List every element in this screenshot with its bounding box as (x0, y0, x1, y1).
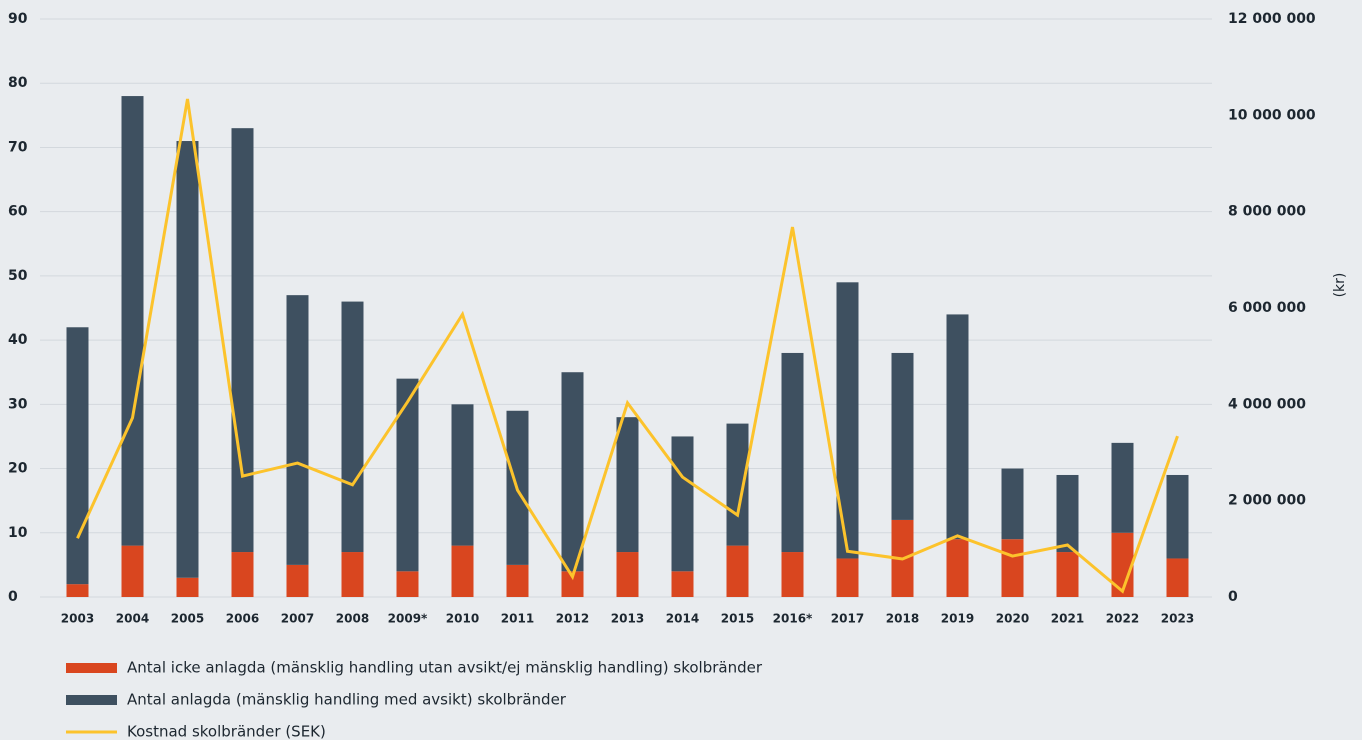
bar-segment (671, 436, 694, 572)
legend-swatch (66, 663, 117, 673)
bar-segment (1166, 558, 1189, 597)
bar-segment (946, 539, 969, 597)
x-tick-label: 2005 (171, 612, 204, 626)
bar-segment (946, 314, 969, 540)
y2-tick-label: 8 000 000 (1228, 204, 1306, 220)
bar-segment (1001, 468, 1024, 540)
y-tick-label: 0 (8, 589, 18, 605)
bar-segment (561, 372, 584, 572)
y2-tick-label: 2 000 000 (1228, 493, 1306, 509)
x-tick-label: 2022 (1106, 612, 1139, 626)
bar-segment (1111, 532, 1134, 597)
x-tick-label: 2013 (611, 612, 644, 626)
bar-segment (671, 571, 694, 597)
x-tick-label: 2018 (886, 612, 919, 626)
bar-segment (836, 558, 859, 597)
x-tick-label: 2010 (446, 612, 479, 626)
x-tick-label: 2003 (61, 612, 94, 626)
y-tick-label: 30 (8, 396, 28, 412)
legend-label: Kostnad skolbränder (SEK) (127, 723, 326, 740)
x-tick-label: 2019 (941, 612, 974, 626)
bar-segment (726, 423, 749, 546)
y2-tick-label: 0 (1228, 589, 1238, 605)
y-tick-label: 70 (8, 139, 28, 155)
line-series (76, 98, 1179, 594)
bar-segment (396, 571, 419, 597)
bar-segment (1001, 539, 1024, 597)
y-tick-label: 10 (8, 525, 28, 541)
y-tick-label: 60 (8, 204, 28, 220)
bar-segment (176, 577, 199, 597)
bar-segment (341, 552, 364, 597)
x-tick-label: 2023 (1161, 612, 1194, 626)
y2-tick-label: 12 000 000 (1228, 11, 1316, 27)
bar-segment (176, 141, 199, 578)
bar-segment (891, 352, 914, 520)
x-tick-label: 2004 (116, 612, 149, 626)
x-tick-label: 2017 (831, 612, 864, 626)
y-tick-label: 40 (8, 332, 28, 348)
bar-segment (561, 571, 584, 597)
bar-segment (781, 552, 804, 597)
bar-segment (231, 552, 254, 597)
x-tick-label: 2016* (773, 612, 813, 626)
x-tick-label: 2007 (281, 612, 314, 626)
y2-tick-label: 6 000 000 (1228, 300, 1306, 316)
y-tick-label: 90 (8, 11, 28, 27)
x-tick-label: 2012 (556, 612, 589, 626)
bar-segment (451, 545, 474, 597)
bar-segment (836, 282, 859, 559)
bar-segment (396, 378, 419, 572)
bar-segment (616, 417, 639, 553)
y2-tick-label: 10 000 000 (1228, 107, 1316, 123)
x-tick-label: 2008 (336, 612, 369, 626)
bar-segment (286, 295, 309, 565)
bar-segment (341, 301, 364, 553)
bar-segment (451, 404, 474, 546)
bar-segment (66, 327, 89, 585)
bar-segment (1111, 442, 1134, 533)
bar-segment (1056, 552, 1079, 597)
bar-segment (286, 564, 309, 597)
bar-segment (781, 352, 804, 553)
bar-segment (66, 584, 89, 597)
bar-segment (506, 564, 529, 597)
y-tick-label: 20 (8, 461, 28, 477)
x-tick-label: 2014 (666, 612, 699, 626)
legend-label: Antal icke anlagda (mänsklig handling ut… (127, 659, 763, 677)
x-tick-label: 2011 (501, 612, 534, 626)
y-tick-label: 80 (8, 75, 28, 91)
bar-segment (121, 96, 144, 546)
bar-segment (1056, 474, 1079, 553)
x-tick-label: 2021 (1051, 612, 1084, 626)
y-tick-label: 50 (8, 268, 28, 284)
legend-label: Antal anlagda (mänsklig handling med avs… (127, 691, 567, 709)
bar-segment (616, 552, 639, 597)
bar-segment (121, 545, 144, 597)
legend-swatch (66, 695, 117, 705)
bar-segment (726, 545, 749, 597)
x-tick-label: 2006 (226, 612, 259, 626)
y2-axis-label: (kr) (1332, 273, 1348, 298)
y2-tick-label: 4 000 000 (1228, 396, 1306, 412)
bar-segment (231, 128, 254, 553)
x-tick-label: 2009* (388, 612, 428, 626)
x-tick-label: 2020 (996, 612, 1029, 626)
x-tick-label: 2015 (721, 612, 754, 626)
bar-segment (1166, 474, 1189, 559)
